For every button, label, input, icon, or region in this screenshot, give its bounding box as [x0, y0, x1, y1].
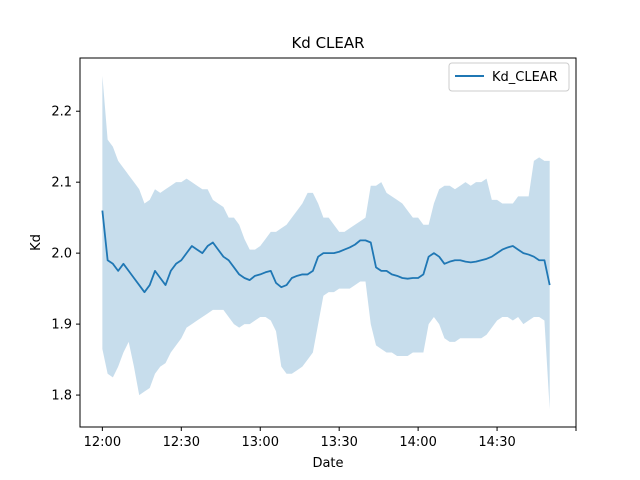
- y-tick-label: 1.9: [51, 318, 72, 333]
- y-tick-label: 2.0: [51, 247, 72, 262]
- y-axis: 1.8 1.9 2.0 2.1 2.2: [51, 105, 80, 404]
- x-tick-label: 14:30: [478, 435, 515, 450]
- y-tick-label: 1.8: [51, 389, 72, 404]
- legend-label: Kd_CLEAR: [492, 70, 558, 85]
- y-tick-label: 2.1: [51, 176, 72, 191]
- x-tick-label: 12:30: [163, 435, 200, 450]
- x-tick-label: 13:30: [320, 435, 357, 450]
- x-axis: 12:00 12:30 13:00 13:30 14:00 14:30: [84, 427, 577, 450]
- chart-title: Kd CLEAR: [291, 34, 364, 52]
- x-tick-label: 12:00: [84, 435, 121, 450]
- y-tick-label: 2.2: [51, 105, 72, 120]
- confidence-band: [102, 75, 550, 410]
- legend: Kd_CLEAR: [448, 62, 570, 92]
- x-tick-label: 14:00: [399, 435, 436, 450]
- axes-frame: [79, 57, 577, 428]
- series-line-kd-clear: [101, 210, 551, 294]
- x-tick-label: 13:00: [242, 435, 279, 450]
- legend-box: [448, 62, 570, 92]
- y-axis-title: Kd: [29, 234, 44, 251]
- plot-area: [101, 75, 551, 410]
- x-axis-title: Date: [312, 456, 343, 471]
